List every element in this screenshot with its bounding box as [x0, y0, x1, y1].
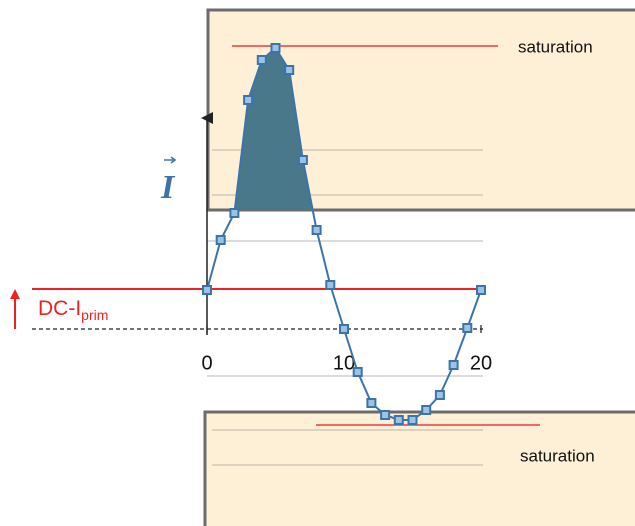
marker — [202, 285, 212, 295]
saturated-area — [207, 48, 481, 210]
marker — [284, 65, 295, 75]
marker — [366, 398, 377, 408]
plot: DC-Iprim 0 10 20 — [10, 43, 492, 425]
marker — [434, 390, 445, 400]
marker — [448, 360, 459, 370]
dc-label: DC-Iprim — [38, 297, 108, 323]
marker — [215, 235, 226, 245]
marker — [243, 95, 254, 105]
marker — [325, 280, 336, 290]
x-tick-label: 0 — [201, 352, 212, 374]
marker — [256, 55, 267, 65]
marker — [311, 225, 322, 235]
marker — [352, 367, 363, 377]
marker — [393, 415, 404, 425]
marker — [462, 323, 473, 333]
vector-arrow-head — [170, 156, 177, 164]
saturation-label: saturation — [518, 37, 593, 56]
marker — [339, 324, 349, 334]
dc-label-main: DC-I — [38, 297, 81, 320]
marker — [380, 410, 391, 420]
saturation-box — [203, 410, 635, 526]
y-label: I — [160, 169, 176, 206]
dc-arrow-head — [10, 289, 20, 299]
marker — [407, 415, 418, 425]
marker — [421, 405, 432, 415]
dc-label-sub: prim — [81, 307, 108, 323]
marker — [229, 208, 240, 218]
marker — [476, 285, 486, 295]
saturation-label: saturation — [520, 446, 595, 465]
x-tick-label: 10 — [333, 352, 355, 374]
marker — [270, 43, 281, 53]
x-tick-label: 20 — [470, 352, 492, 374]
marker — [297, 155, 308, 165]
